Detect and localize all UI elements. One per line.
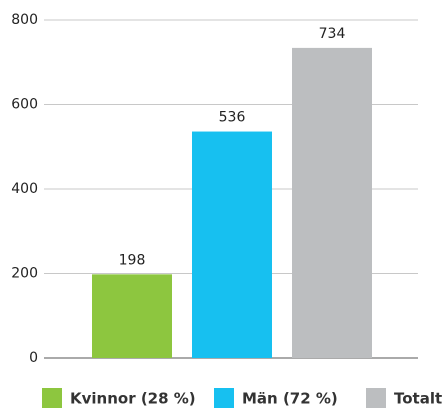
value-label: 734 bbox=[319, 26, 346, 42]
y-tick-label: 400 bbox=[11, 181, 38, 197]
legend-label: Totalt bbox=[394, 390, 442, 408]
bar bbox=[292, 47, 372, 358]
y-tick-label: 600 bbox=[11, 97, 38, 113]
value-label: 536 bbox=[219, 110, 246, 126]
legend-label: Män (72 %) bbox=[242, 390, 338, 408]
bar bbox=[92, 274, 172, 358]
y-tick-label: 800 bbox=[11, 12, 38, 28]
legend-swatch bbox=[42, 388, 62, 408]
y-tick-label: 0 bbox=[29, 350, 38, 366]
y-tick-label: 200 bbox=[11, 266, 38, 282]
legend-label: Kvinnor (28 %) bbox=[70, 390, 196, 408]
legend-swatch bbox=[214, 388, 234, 408]
legend-swatch bbox=[366, 388, 386, 408]
bar bbox=[192, 131, 272, 358]
value-label: 198 bbox=[119, 252, 146, 268]
